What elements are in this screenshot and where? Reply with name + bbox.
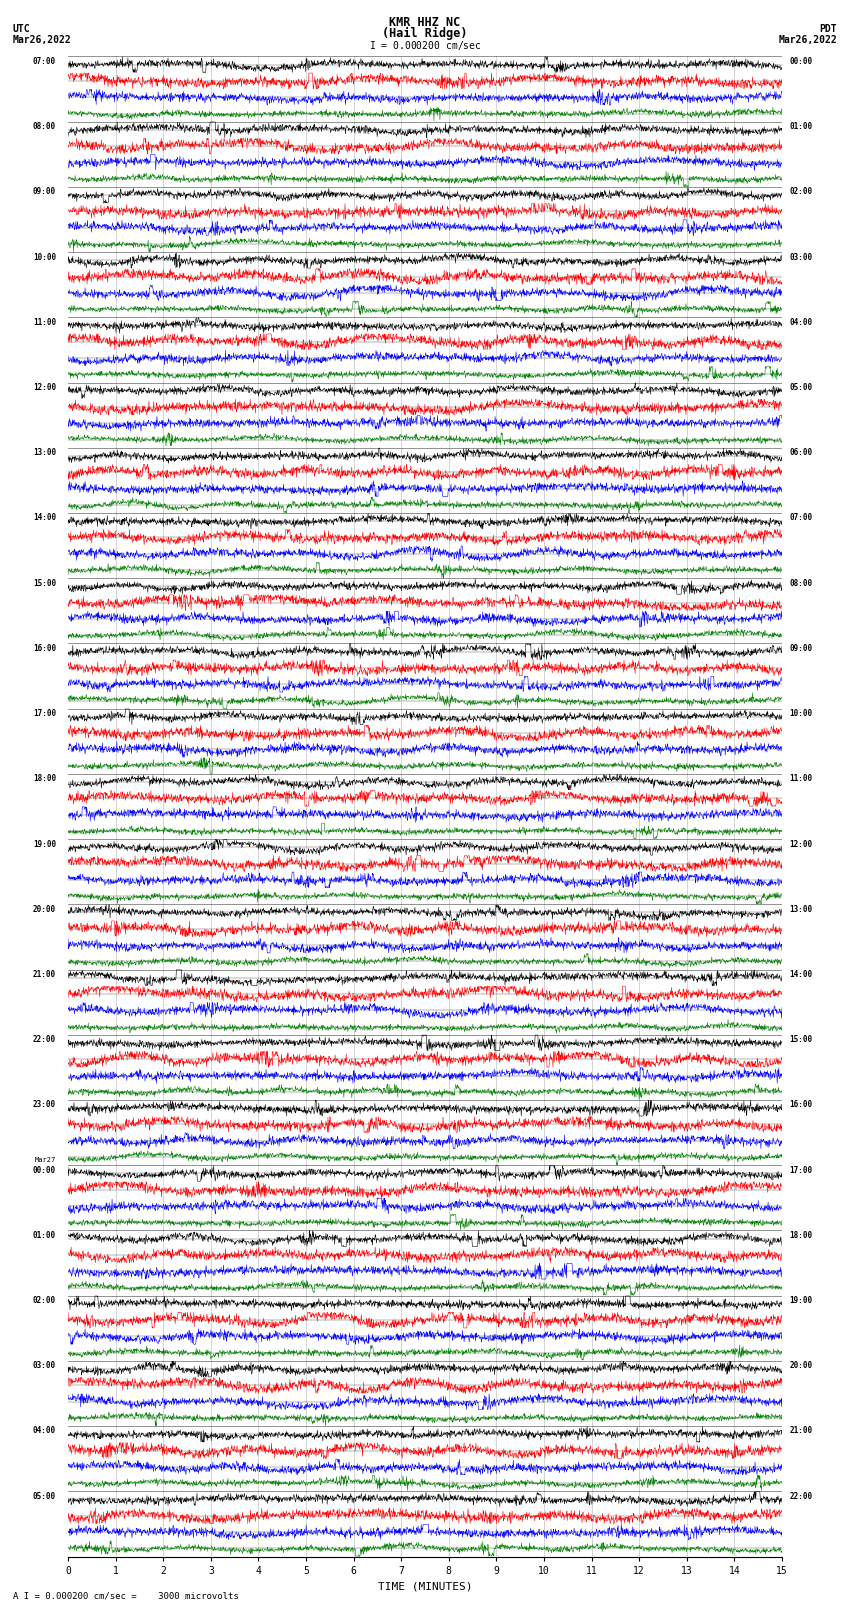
Text: 03:00: 03:00 — [33, 1361, 56, 1371]
Text: UTC: UTC — [13, 24, 31, 34]
Text: 03:00: 03:00 — [789, 253, 813, 261]
Text: 22:00: 22:00 — [789, 1492, 813, 1500]
Text: 15:00: 15:00 — [33, 579, 56, 587]
Text: 17:00: 17:00 — [33, 710, 56, 718]
Text: 12:00: 12:00 — [33, 382, 56, 392]
Text: $\mathtt{I}$ = 0.000200 cm/sec: $\mathtt{I}$ = 0.000200 cm/sec — [369, 39, 481, 52]
Text: 15:00: 15:00 — [789, 1036, 813, 1044]
Text: 16:00: 16:00 — [789, 1100, 813, 1110]
Text: Mar27: Mar27 — [35, 1157, 56, 1163]
Text: 09:00: 09:00 — [33, 187, 56, 197]
Text: PDT: PDT — [819, 24, 837, 34]
Text: 22:00: 22:00 — [33, 1036, 56, 1044]
Text: Mar26,2022: Mar26,2022 — [779, 35, 837, 45]
Text: 12:00: 12:00 — [789, 839, 813, 848]
Text: 16:00: 16:00 — [33, 644, 56, 653]
Text: 14:00: 14:00 — [33, 513, 56, 523]
Text: 08:00: 08:00 — [789, 579, 813, 587]
Text: 19:00: 19:00 — [789, 1297, 813, 1305]
Text: 04:00: 04:00 — [789, 318, 813, 327]
Text: 11:00: 11:00 — [33, 318, 56, 327]
Text: 07:00: 07:00 — [33, 56, 56, 66]
Text: 11:00: 11:00 — [789, 774, 813, 784]
Text: A I = 0.000200 cm/sec =    3000 microvolts: A I = 0.000200 cm/sec = 3000 microvolts — [13, 1590, 239, 1600]
Text: 00:00: 00:00 — [33, 1166, 56, 1174]
Text: 18:00: 18:00 — [33, 774, 56, 784]
Text: 07:00: 07:00 — [789, 513, 813, 523]
Text: 01:00: 01:00 — [33, 1231, 56, 1240]
Text: Mar26,2022: Mar26,2022 — [13, 35, 71, 45]
Text: 10:00: 10:00 — [789, 710, 813, 718]
Text: 13:00: 13:00 — [789, 905, 813, 913]
Text: 14:00: 14:00 — [789, 969, 813, 979]
Text: 08:00: 08:00 — [33, 123, 56, 131]
Text: 10:00: 10:00 — [33, 253, 56, 261]
Text: 21:00: 21:00 — [33, 969, 56, 979]
Text: 00:00: 00:00 — [789, 56, 813, 66]
X-axis label: TIME (MINUTES): TIME (MINUTES) — [377, 1581, 473, 1590]
Text: 04:00: 04:00 — [33, 1426, 56, 1436]
Text: 02:00: 02:00 — [33, 1297, 56, 1305]
Text: 01:00: 01:00 — [789, 123, 813, 131]
Text: (Hail Ridge): (Hail Ridge) — [382, 27, 468, 40]
Text: 05:00: 05:00 — [789, 382, 813, 392]
Text: 06:00: 06:00 — [789, 448, 813, 456]
Text: 17:00: 17:00 — [789, 1166, 813, 1174]
Text: 23:00: 23:00 — [33, 1100, 56, 1110]
Text: 20:00: 20:00 — [33, 905, 56, 913]
Text: 02:00: 02:00 — [789, 187, 813, 197]
Text: 13:00: 13:00 — [33, 448, 56, 456]
Text: 18:00: 18:00 — [789, 1231, 813, 1240]
Text: 21:00: 21:00 — [789, 1426, 813, 1436]
Text: 19:00: 19:00 — [33, 839, 56, 848]
Text: 05:00: 05:00 — [33, 1492, 56, 1500]
Text: 09:00: 09:00 — [789, 644, 813, 653]
Text: KMR HHZ NC: KMR HHZ NC — [389, 16, 461, 29]
Text: 20:00: 20:00 — [789, 1361, 813, 1371]
